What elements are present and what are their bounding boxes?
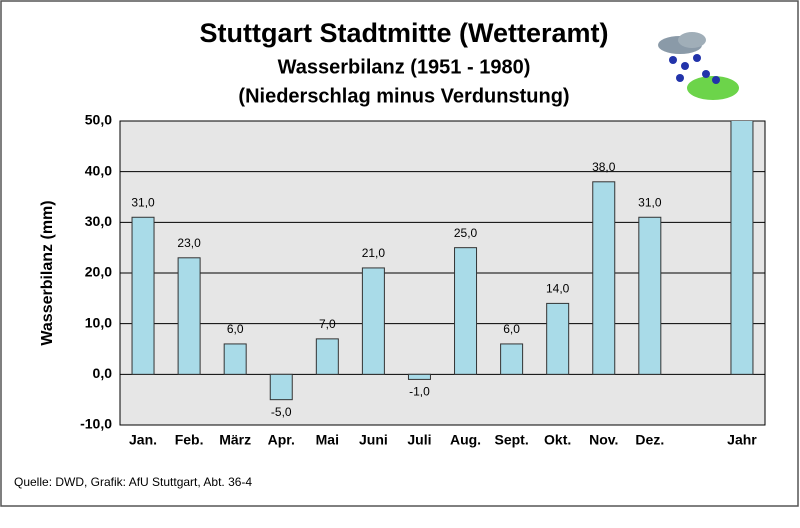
weather-icon [658,32,739,100]
bar [454,247,478,375]
x-tick-label: Aug. [450,432,481,448]
value-label: 21,0 [362,246,386,260]
bar [223,343,247,375]
x-tick-label: Juli [407,432,431,448]
value-label: 38,0 [592,160,616,174]
x-tick-label: Okt. [544,432,571,448]
x-tick-label: Mai [316,432,339,448]
bar [546,302,570,375]
value-label: 6,0 [227,322,244,336]
y-tick-label: 50,0 [85,112,112,128]
bar [269,373,293,401]
value-label: 7,0 [319,317,336,331]
bar [361,267,385,375]
value-label: 23,0 [177,236,201,250]
bar [407,373,431,380]
x-tick-label: Jan. [129,432,157,448]
bar [730,121,754,375]
x-tick-label: Apr. [268,432,295,448]
value-label: 31,0 [638,195,662,209]
bar [592,181,616,375]
chart-title: Stuttgart Stadtmitte (Wetteramt) [199,18,608,48]
y-tick-label: 40,0 [85,162,112,178]
x-tick-label: Juni [359,432,388,448]
x-tick-label: Jahr [727,432,757,448]
subtitle: Wasserbilanz (1951 - 1980) [278,56,531,78]
value-label: -5,0 [271,405,292,419]
y-axis-label: Wasserbilanz (mm) [39,200,56,345]
x-tick-label: Dez. [635,432,664,448]
bar [315,338,339,375]
bar [638,216,662,375]
bars [131,121,754,401]
x-tick-label: Nov. [589,432,618,448]
x-tick-label: Feb. [175,432,204,448]
subtitle: (Niederschlag minus Verdunstung) [238,85,569,107]
x-tick-label: März [219,432,251,448]
y-tick-label: -10,0 [80,416,112,432]
value-label: -1,0 [409,385,430,399]
bar [131,216,155,375]
y-tick-label: 20,0 [85,264,112,280]
value-label: 31,0 [131,195,155,209]
value-label: 25,0 [454,226,478,240]
x-tick-label: Sept. [494,432,528,448]
bar [177,257,201,375]
y-tick-label: 30,0 [85,213,112,229]
value-label: 14,0 [546,282,570,296]
source: Quelle: DWD, Grafik: AfU Stuttgart, Abt.… [14,475,252,489]
y-tick-label: 0,0 [93,365,113,381]
value-label: 6,0 [503,322,520,336]
y-tick-label: 10,0 [85,314,112,330]
bar [500,343,524,375]
